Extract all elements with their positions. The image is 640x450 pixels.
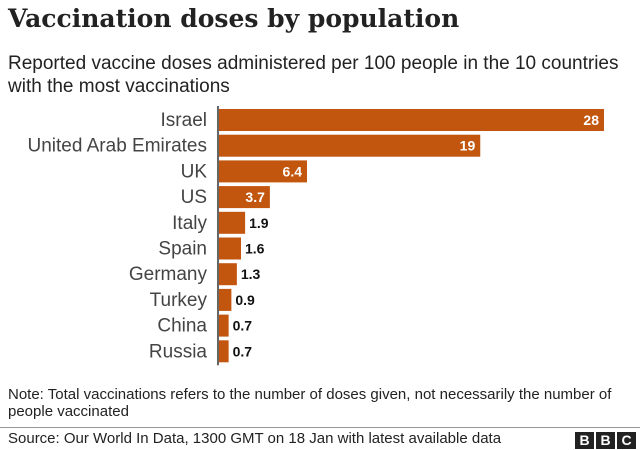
bar-3 (219, 186, 270, 209)
value-label: 1.3 (241, 266, 261, 282)
value-label: 0.7 (233, 318, 253, 334)
category-label: Italy (172, 213, 207, 234)
bar-2 (219, 160, 307, 183)
category-label: Spain (158, 239, 207, 260)
category-label: China (157, 316, 207, 337)
category-label: Israel (161, 110, 207, 131)
bbc-logo-b1: B (575, 432, 594, 449)
category-label: UK (181, 161, 208, 182)
value-label: 0.9 (235, 292, 255, 308)
bbc-logo-b2: B (596, 432, 615, 449)
value-label: 1.9 (249, 215, 269, 231)
divider (0, 427, 640, 428)
chart-subtitle: Reported vaccine doses administered per … (8, 53, 619, 97)
bar-7 (219, 288, 232, 311)
value-label: 28 (583, 112, 599, 128)
category-label: Germany (129, 264, 208, 285)
bar-8 (219, 314, 229, 337)
bar-5 (219, 237, 241, 260)
chart-note: Note: Total vaccinations refers to the n… (8, 386, 612, 420)
bbc-logo-c: C (617, 432, 636, 449)
value-label: 19 (460, 138, 476, 154)
chart-source: Source: Our World In Data, 1300 GMT on 1… (8, 430, 502, 447)
bar-6 (219, 263, 237, 286)
category-label: US (181, 187, 207, 208)
value-label: 1.6 (245, 241, 265, 257)
value-label: 6.4 (283, 163, 303, 179)
bar-0 (219, 109, 604, 131)
bar-4 (219, 211, 246, 234)
value-label: 0.7 (233, 343, 253, 359)
bbc-logo: B B C (575, 432, 636, 449)
category-label: Turkey (150, 290, 208, 311)
bar-1 (219, 134, 481, 157)
category-label: United Arab Emirates (27, 136, 207, 157)
bar-9 (219, 340, 229, 363)
value-label: 3.7 (245, 189, 265, 205)
bar-chart: Israel 28 United Arab Emirates 19 UK 6.4 US 3.7… (27, 106, 604, 366)
category-label: Russia (149, 341, 208, 362)
chart-title: Vaccination doses by population (8, 4, 460, 33)
